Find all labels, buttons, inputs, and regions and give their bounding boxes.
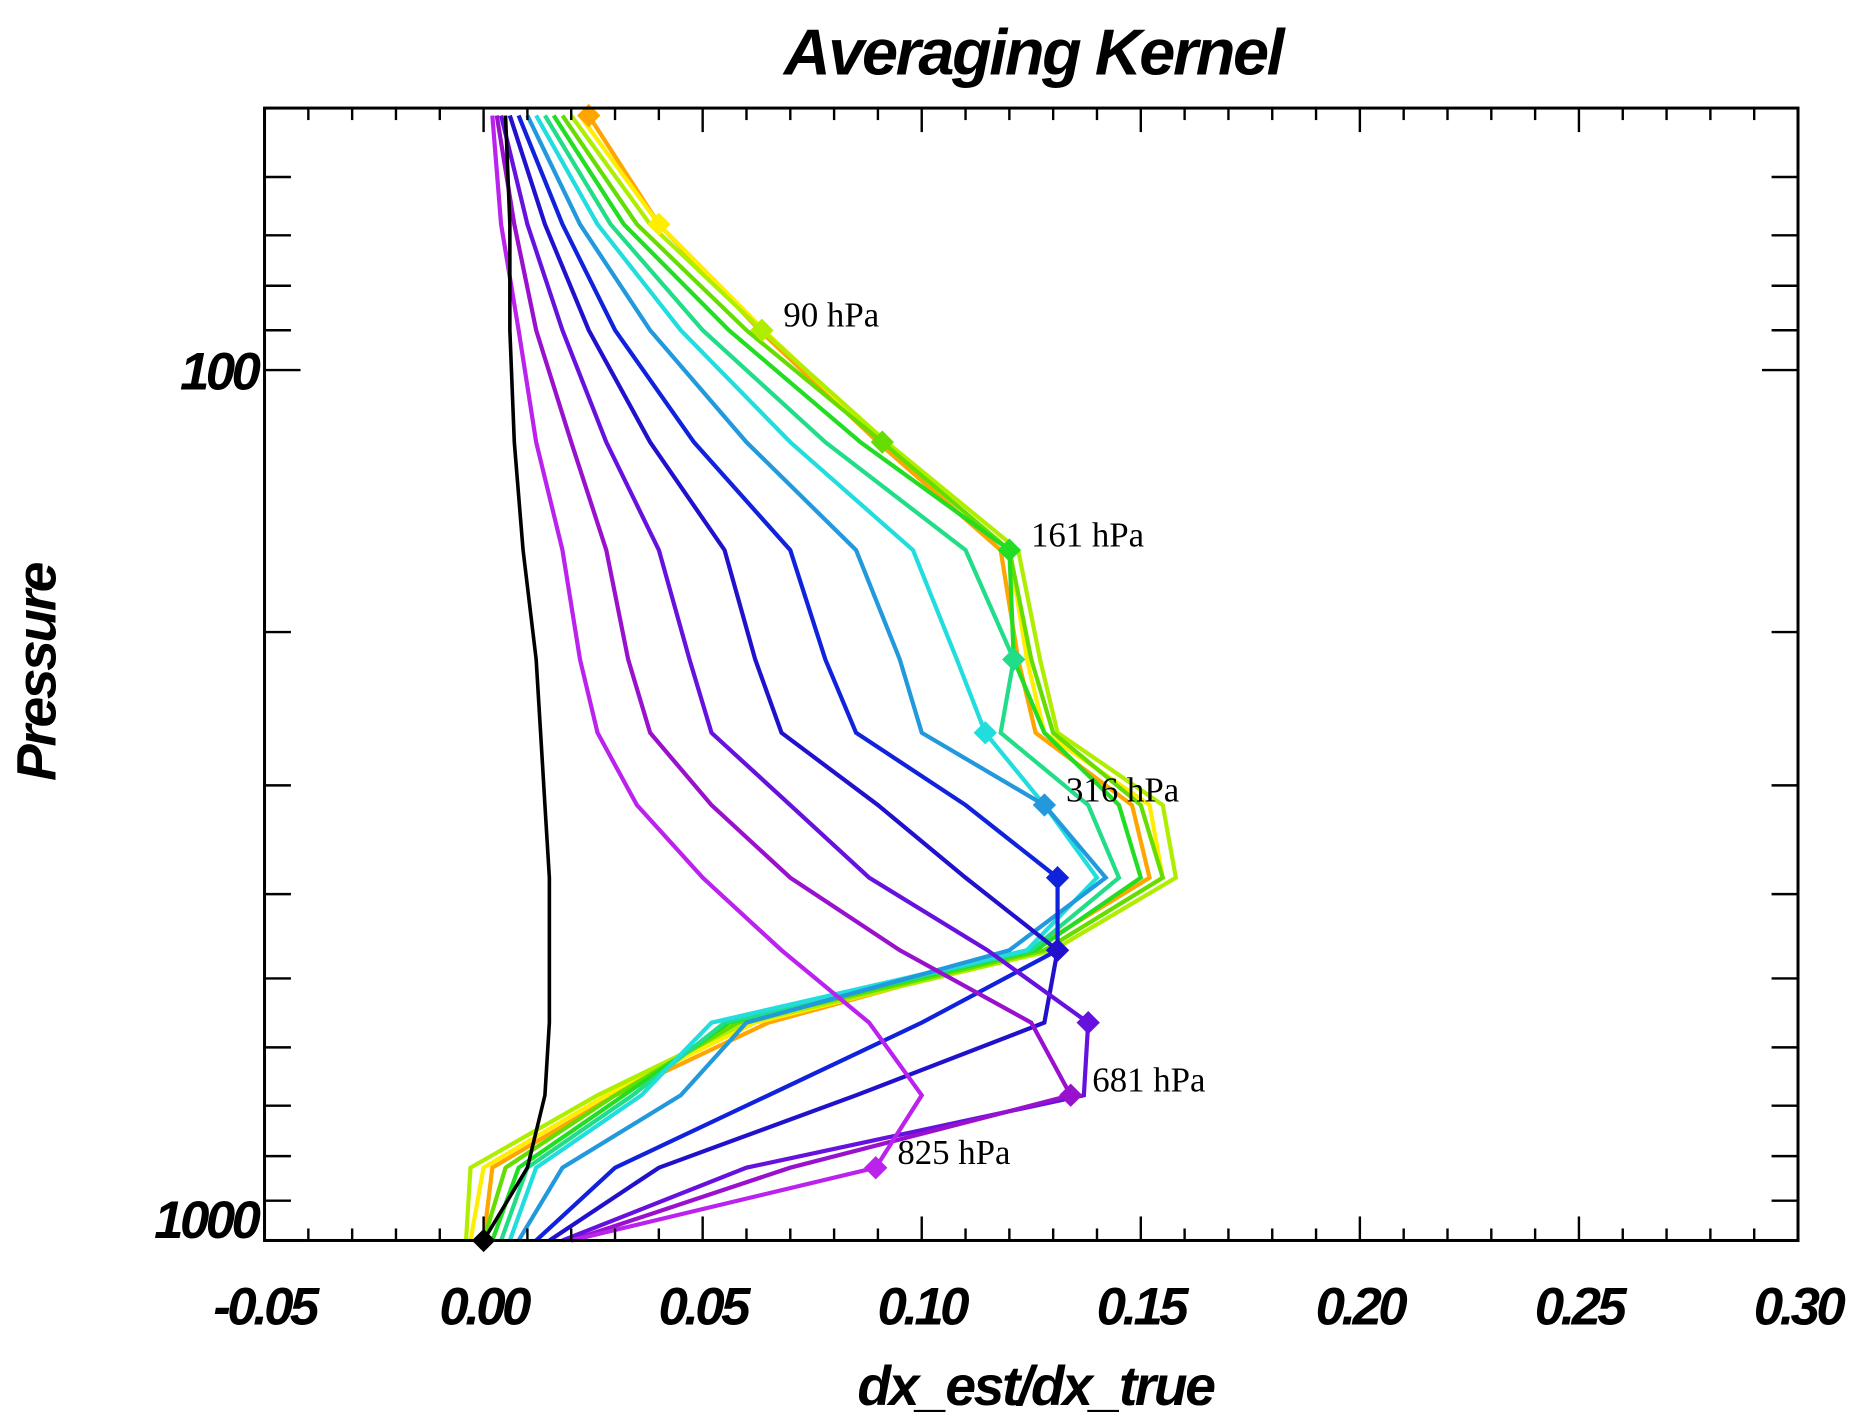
x-tick-label: 0.20: [1316, 1278, 1408, 1337]
level-annotation: 90 hPa: [783, 296, 879, 335]
annotations-layer: 90 hPa 161 hPa 316 hPa 681 hPa 825 hPa: [783, 296, 1205, 1172]
level-annotation: 316 hPa: [1066, 770, 1179, 809]
kernel-curve-464hpa: [507, 114, 1060, 1243]
x-tick-label: -0.05: [213, 1278, 320, 1337]
diamond-marker-316hpa: [1032, 793, 1057, 817]
diamond-marker-562hpa: [1076, 1010, 1100, 1035]
x-tick-label: 0.30: [1754, 1278, 1846, 1337]
x-tick-label: 0.00: [439, 1278, 531, 1337]
x-axis-title: dx_est/dx_true: [857, 1355, 1215, 1417]
level-annotation: 681 hPa: [1092, 1061, 1205, 1100]
diamond-marker-681hpa: [1059, 1083, 1083, 1107]
kernel-curve-825hpa: [490, 115, 925, 1243]
kernel-curve-90hpa: [463, 114, 1179, 1241]
kernel-curve-161hpa: [490, 114, 1144, 1242]
diamond-marker-464hpa: [1045, 938, 1070, 962]
x-tick-label: 0.10: [878, 1278, 970, 1337]
diamond-marker-90hpa: [750, 318, 774, 342]
diamond-marker-383hpa: [1045, 866, 1070, 890]
diamond-marker-215hpa: [1002, 647, 1026, 672]
kernel-curve-316hpa: [516, 114, 1109, 1242]
y-tick-label: 1000: [154, 1191, 260, 1250]
x-tick-label: 0.05: [658, 1278, 751, 1337]
y-axis-title: Pressure: [6, 562, 68, 781]
curves-layer: [463, 114, 1179, 1243]
kernel-curve-215hpa: [499, 114, 1122, 1242]
diamond-marker-121hpa: [870, 430, 894, 454]
diamond-marker-261hpa: [973, 721, 997, 745]
kernel-curve-1000hpa: [482, 115, 552, 1242]
x-tick-label: 0.25: [1535, 1278, 1628, 1337]
level-annotation: 825 hPa: [897, 1133, 1010, 1172]
x-tick-label: 0.15: [1097, 1278, 1190, 1337]
kernel-curve-383hpa: [516, 114, 1060, 1243]
kernel-curve-121hpa: [481, 114, 1166, 1242]
axes-layer: -0.05 0.00 0.05 0.10 0.15 0.20 0.25 0.30 100 1000: [154, 106, 1849, 1337]
kernel-curve-261hpa: [507, 114, 1100, 1242]
chart-title: Averaging Kernel: [782, 15, 1287, 88]
diamond-marker-68hpa: [647, 212, 671, 236]
y-tick-label: 100: [180, 342, 261, 401]
kernel-curve-562hpa: [499, 115, 1091, 1243]
diamond-marker-161hpa: [997, 538, 1022, 562]
level-annotation: 161 hPa: [1031, 516, 1144, 555]
plot-frame: [263, 106, 1800, 1242]
kernel-curve-681hpa: [494, 115, 1074, 1243]
diamond-marker-51hpa: [577, 103, 601, 128]
markers-layer: [471, 103, 1100, 1253]
diamond-marker-825hpa: [864, 1156, 888, 1180]
